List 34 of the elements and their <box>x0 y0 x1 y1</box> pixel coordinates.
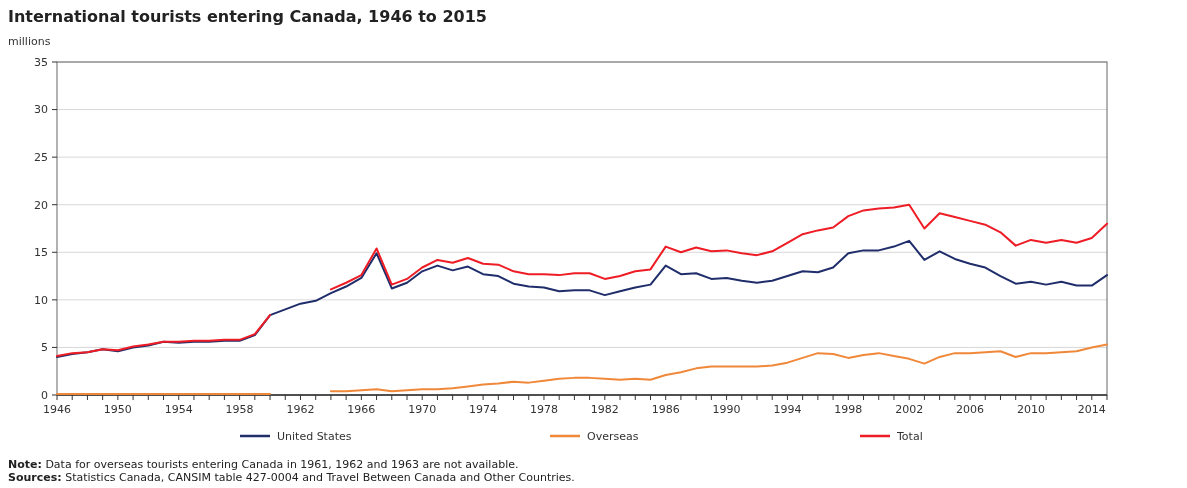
x-tick-label: 1994 <box>773 403 802 416</box>
x-tick-label: 1954 <box>164 403 193 416</box>
x-tick-label: 1986 <box>651 403 680 416</box>
x-tick-label: 1978 <box>529 403 558 416</box>
x-tick-label: 2010 <box>1016 403 1045 416</box>
y-tick-label: 0 <box>41 388 48 402</box>
y-tick-label: 15 <box>34 246 48 260</box>
text: Note: Data for overseas tourists entering Canada in 1961, 1962 and 1963 are not available. <box>8 458 519 471</box>
x-tick-label: 1966 <box>347 403 376 416</box>
y-tick-label: 5 <box>41 341 48 355</box>
x-tick-label: 1946 <box>43 403 71 416</box>
line-series <box>56 239 1108 358</box>
x-tick-label: 2002 <box>895 403 924 416</box>
legend-label: United States <box>277 429 352 443</box>
x-tick-label: 1958 <box>225 403 254 416</box>
x-tick-label: 2006 <box>956 403 985 416</box>
x-tick-label: 1998 <box>834 403 863 416</box>
x-tick-label: 1950 <box>103 403 132 416</box>
y-tick-label: 20 <box>34 198 48 212</box>
y-tick-label: 30 <box>34 103 48 117</box>
y-tick-label: 25 <box>34 150 48 164</box>
x-tick-label: 1962 <box>286 403 315 416</box>
x-tick-label: 1974 <box>469 403 498 416</box>
y-axis-title: millions <box>8 35 51 48</box>
legend-label: Total <box>896 429 923 443</box>
chart-title: International tourists entering Canada, 1946 to 2015 <box>8 7 487 26</box>
legend-label: Overseas <box>587 429 639 443</box>
x-tick-label: 1982 <box>590 403 619 416</box>
y-tick-label: 35 <box>34 55 48 69</box>
source-note: Sources: Statistics Canada, CANSIM table 427-0004 and Travel Between Canada and Other Countries. <box>8 471 575 484</box>
x-tick-label: 2014 <box>1077 403 1106 416</box>
y-tick-label: 10 <box>34 293 48 307</box>
x-tick-label: 1990 <box>712 403 741 416</box>
x-tick-label: 1970 <box>408 403 437 416</box>
